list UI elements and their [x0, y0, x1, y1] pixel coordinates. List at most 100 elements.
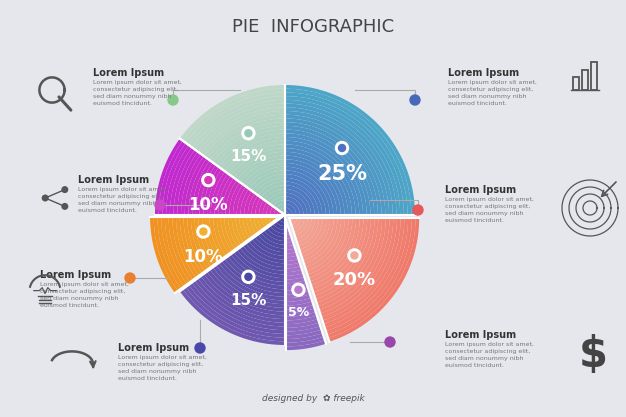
Polygon shape: [285, 156, 344, 215]
Polygon shape: [285, 137, 363, 215]
Polygon shape: [310, 218, 360, 285]
Polygon shape: [320, 218, 393, 317]
Polygon shape: [285, 208, 292, 215]
Polygon shape: [317, 218, 382, 306]
Polygon shape: [198, 216, 217, 265]
Polygon shape: [188, 158, 210, 215]
Polygon shape: [282, 211, 285, 215]
Polygon shape: [285, 115, 385, 215]
Polygon shape: [225, 141, 285, 173]
Polygon shape: [286, 270, 303, 276]
Polygon shape: [286, 273, 304, 279]
Text: Lorem Ipsum: Lorem Ipsum: [118, 343, 189, 353]
Polygon shape: [231, 252, 285, 282]
Polygon shape: [286, 234, 292, 239]
Polygon shape: [252, 174, 285, 193]
Polygon shape: [237, 248, 285, 274]
Polygon shape: [286, 266, 302, 272]
Polygon shape: [286, 276, 305, 283]
Polygon shape: [192, 161, 213, 215]
Polygon shape: [299, 218, 326, 254]
Polygon shape: [286, 298, 312, 306]
Polygon shape: [285, 133, 367, 215]
Polygon shape: [285, 141, 359, 215]
Circle shape: [242, 127, 255, 140]
Polygon shape: [228, 144, 285, 176]
Polygon shape: [246, 167, 285, 189]
Polygon shape: [286, 241, 294, 246]
Polygon shape: [258, 216, 265, 230]
Polygon shape: [286, 291, 310, 298]
Polygon shape: [285, 148, 352, 215]
Polygon shape: [299, 218, 322, 250]
Polygon shape: [279, 208, 285, 213]
Polygon shape: [207, 118, 285, 161]
Circle shape: [410, 95, 420, 105]
Polygon shape: [286, 330, 322, 339]
Polygon shape: [240, 189, 252, 215]
Polygon shape: [216, 263, 285, 300]
Polygon shape: [309, 218, 356, 281]
Text: 5%: 5%: [288, 306, 309, 319]
Polygon shape: [285, 152, 348, 215]
Polygon shape: [290, 218, 297, 225]
Text: Lorem ipsum dolor sit amet,
consectetur adipiscing elit,
sed diam nonummy nibh
e: Lorem ipsum dolor sit amet, consectetur …: [40, 282, 129, 308]
Polygon shape: [267, 204, 273, 215]
Polygon shape: [286, 256, 299, 261]
Polygon shape: [292, 218, 304, 232]
Polygon shape: [198, 276, 285, 323]
Circle shape: [43, 195, 48, 201]
Circle shape: [348, 249, 361, 262]
Polygon shape: [294, 218, 308, 236]
Polygon shape: [285, 193, 307, 215]
Text: 15%: 15%: [230, 293, 267, 308]
Text: 15%: 15%: [230, 149, 267, 164]
Polygon shape: [192, 100, 285, 150]
Polygon shape: [273, 216, 277, 221]
Text: Lorem Ipsum: Lorem Ipsum: [78, 175, 149, 185]
Polygon shape: [286, 263, 300, 269]
Polygon shape: [252, 195, 261, 215]
Polygon shape: [168, 216, 193, 282]
Circle shape: [242, 270, 255, 283]
Polygon shape: [220, 216, 235, 251]
Text: Lorem ipsum dolor sit amet,
consectetur adipiscing elit,
sed diam nonummy nibh
e: Lorem ipsum dolor sit amet, consectetur …: [445, 197, 534, 223]
Polygon shape: [311, 218, 364, 289]
Polygon shape: [313, 218, 371, 296]
Polygon shape: [285, 185, 315, 215]
Polygon shape: [181, 154, 204, 215]
Polygon shape: [222, 137, 285, 171]
Polygon shape: [326, 218, 412, 334]
Polygon shape: [285, 126, 374, 215]
Polygon shape: [240, 159, 285, 184]
Polygon shape: [270, 224, 285, 234]
Polygon shape: [222, 178, 237, 215]
Polygon shape: [180, 85, 285, 141]
Polygon shape: [198, 107, 285, 154]
Polygon shape: [285, 107, 393, 215]
Polygon shape: [237, 156, 285, 182]
Polygon shape: [318, 218, 386, 310]
Polygon shape: [211, 171, 228, 215]
Polygon shape: [162, 143, 189, 215]
Polygon shape: [286, 340, 326, 350]
Polygon shape: [180, 289, 285, 345]
Circle shape: [339, 145, 346, 151]
Polygon shape: [183, 89, 285, 143]
Polygon shape: [183, 287, 285, 341]
Polygon shape: [232, 216, 244, 245]
Polygon shape: [264, 189, 285, 202]
Polygon shape: [314, 218, 374, 299]
Polygon shape: [249, 239, 285, 259]
Polygon shape: [172, 216, 196, 280]
Polygon shape: [282, 215, 285, 219]
Polygon shape: [285, 174, 326, 215]
Polygon shape: [228, 254, 285, 286]
Polygon shape: [217, 216, 232, 254]
Polygon shape: [176, 216, 199, 278]
Polygon shape: [286, 319, 319, 328]
Polygon shape: [285, 171, 329, 215]
Polygon shape: [269, 216, 274, 223]
Polygon shape: [285, 111, 389, 215]
Polygon shape: [328, 218, 419, 342]
